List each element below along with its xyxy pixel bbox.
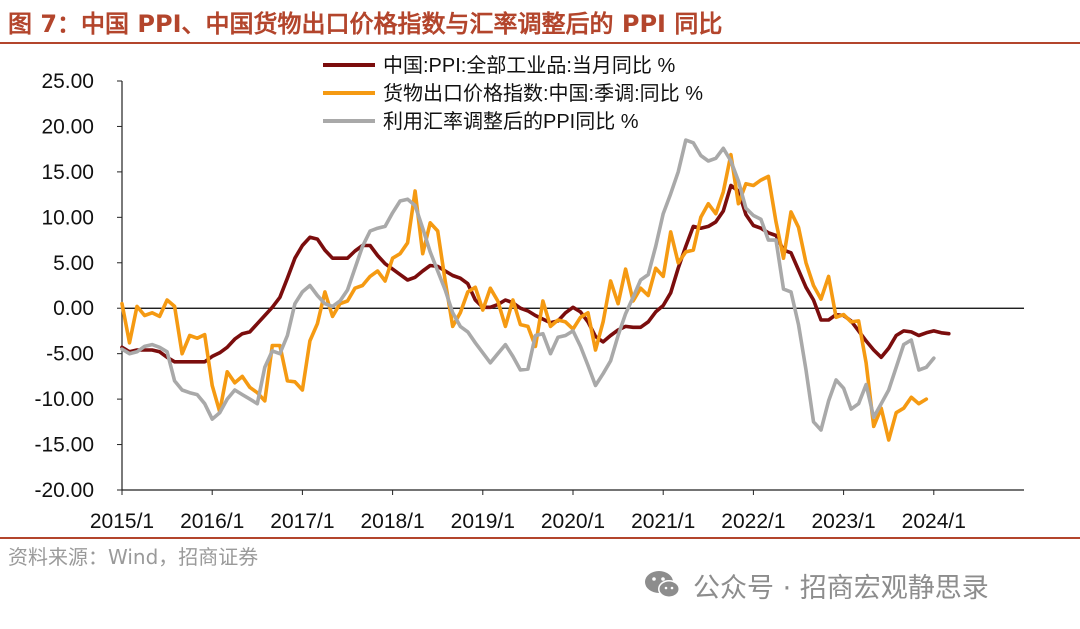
source-note: 资料来源：Wind，招商证券 — [8, 545, 259, 569]
x-tick-label: 2017/1 — [270, 510, 334, 533]
y-tick-label: 0.00 — [53, 297, 94, 320]
x-tick-label: 2015/1 — [90, 510, 154, 533]
y-tick-label: 15.00 — [41, 161, 94, 184]
line-chart: 25.00 20.00 15.00 10.00 5.00 0.00 -5.00 -10.00 -… — [34, 54, 1024, 533]
legend-entry: 货物出口价格指数:中国:季调:同比 % — [383, 82, 703, 105]
y-tick-label: 10.00 — [41, 206, 94, 229]
legend-entry: 利用汇率调整后的PPI同比 % — [383, 110, 639, 133]
x-tick-label: 2020/1 — [541, 510, 605, 533]
y-tick-label: -15.00 — [34, 434, 94, 457]
wechat-icon — [645, 571, 680, 598]
ppi-series-line — [120, 183, 951, 364]
title-underline — [0, 42, 1080, 44]
legend-entry: 中国:PPI:全部工业品:当月同比 % — [383, 54, 675, 77]
y-tick-label: -10.00 — [34, 388, 94, 411]
x-tick-label: 2018/1 — [360, 510, 424, 533]
footer-rule — [0, 537, 1080, 539]
figure-title: 图 7：中国 PPI、中国货物出口价格指数与汇率调整后的 PPI 同比 — [8, 10, 723, 38]
fx-adjusted-ppi-series-line — [120, 138, 936, 432]
y-tick-label: -5.00 — [46, 343, 94, 366]
watermark: 公众号 · 招商宏观静思录 — [643, 565, 989, 605]
x-tick-label: 2019/1 — [451, 510, 515, 533]
y-tick-label: 5.00 — [53, 252, 94, 275]
watermark-text: 公众号 · 招商宏观静思录 — [693, 572, 989, 604]
y-tick-label: 20.00 — [41, 115, 94, 138]
export-price-series-line — [120, 152, 929, 442]
y-tick-label: -20.00 — [34, 479, 94, 502]
y-tick-label: 25.00 — [41, 70, 94, 93]
x-tick-label: 2022/1 — [721, 510, 785, 533]
x-tick-label: 2024/1 — [902, 510, 966, 533]
x-tick-label: 2021/1 — [631, 510, 695, 533]
x-tick-label: 2016/1 — [180, 510, 244, 533]
x-tick-label: 2023/1 — [811, 510, 875, 533]
